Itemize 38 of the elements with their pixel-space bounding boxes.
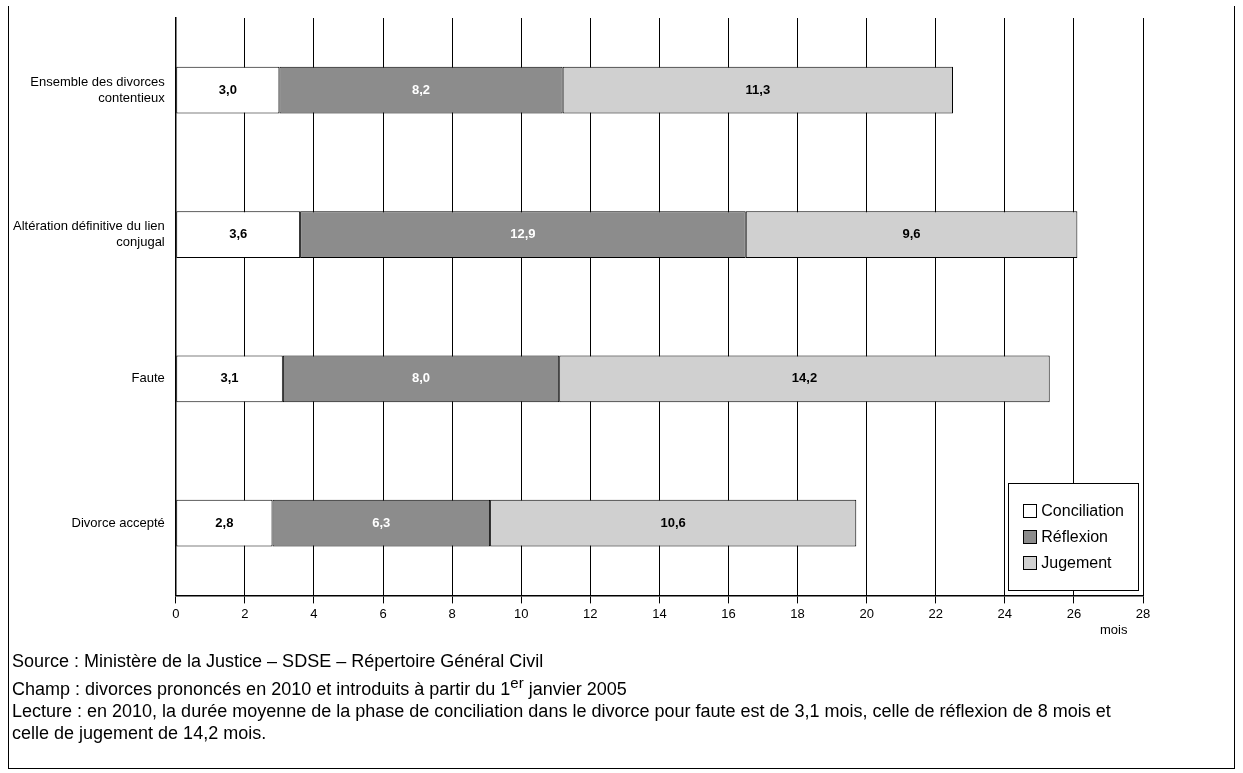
x-tick-label: 6 xyxy=(379,605,387,621)
data-label: 10,6 xyxy=(660,514,686,530)
x-tick-label: 16 xyxy=(721,605,736,621)
source-note: Source : Ministère de la Justice – SDSE – Répertoire Général Civil xyxy=(12,650,545,672)
data-label: 11,3 xyxy=(745,81,771,97)
x-tick-label: 4 xyxy=(310,605,318,621)
y-tick-label: Ensemble des divorces contentieux xyxy=(30,73,166,105)
legend-label: Jugement xyxy=(1041,554,1112,573)
x-tick-label: 12 xyxy=(583,605,598,621)
x-axis-title: mois xyxy=(1100,622,1128,637)
data-label: 12,9 xyxy=(510,226,536,242)
x-tick-label: 0 xyxy=(172,605,180,621)
data-label: 2,8 xyxy=(215,514,234,530)
data-label: 3,0 xyxy=(218,81,237,97)
data-label: 8,2 xyxy=(411,81,431,97)
y-tick-label: Divorce accepté xyxy=(71,514,165,530)
data-label: 9,6 xyxy=(902,226,921,242)
x-tick-label: 14 xyxy=(652,605,667,621)
text: Champ : divorces prononcés en 2010 et introduits à partir du 1$^{er}$ janvier 2005 xyxy=(12,673,628,700)
legend-label: Réflexion xyxy=(1041,528,1108,547)
x-tick-label: 26 xyxy=(1066,605,1082,621)
data-label: 6,3 xyxy=(372,514,391,530)
x-tick-label: 2 xyxy=(241,605,249,621)
x-tick-label: 20 xyxy=(859,605,874,621)
x-tick-label: 28 xyxy=(1135,605,1151,621)
text: Lecture : en 2010, la durée moyenne de la phase de conciliation dans le divorce pour faute est de 3,1 mois, celle de réflexion de 8 mois et celle de jugement de 14,2 mois. xyxy=(12,700,1112,744)
y-tick-label: Faute xyxy=(131,370,165,386)
data-label: 3,6 xyxy=(229,226,248,242)
x-tick-label: 22 xyxy=(928,605,943,621)
x-tick-label: 8 xyxy=(448,605,456,621)
text: Conciliation xyxy=(1041,502,1124,521)
x-tick-label: 18 xyxy=(790,605,805,621)
x-tick-label: 10 xyxy=(513,605,529,621)
y-tick-label: Altération définitive du lien conjugal xyxy=(12,218,165,249)
data-label: 8,0 xyxy=(411,370,431,386)
data-label: 3,1 xyxy=(220,370,239,386)
x-tick-label: 24 xyxy=(997,605,1013,621)
data-label: 14,2 xyxy=(791,370,818,386)
